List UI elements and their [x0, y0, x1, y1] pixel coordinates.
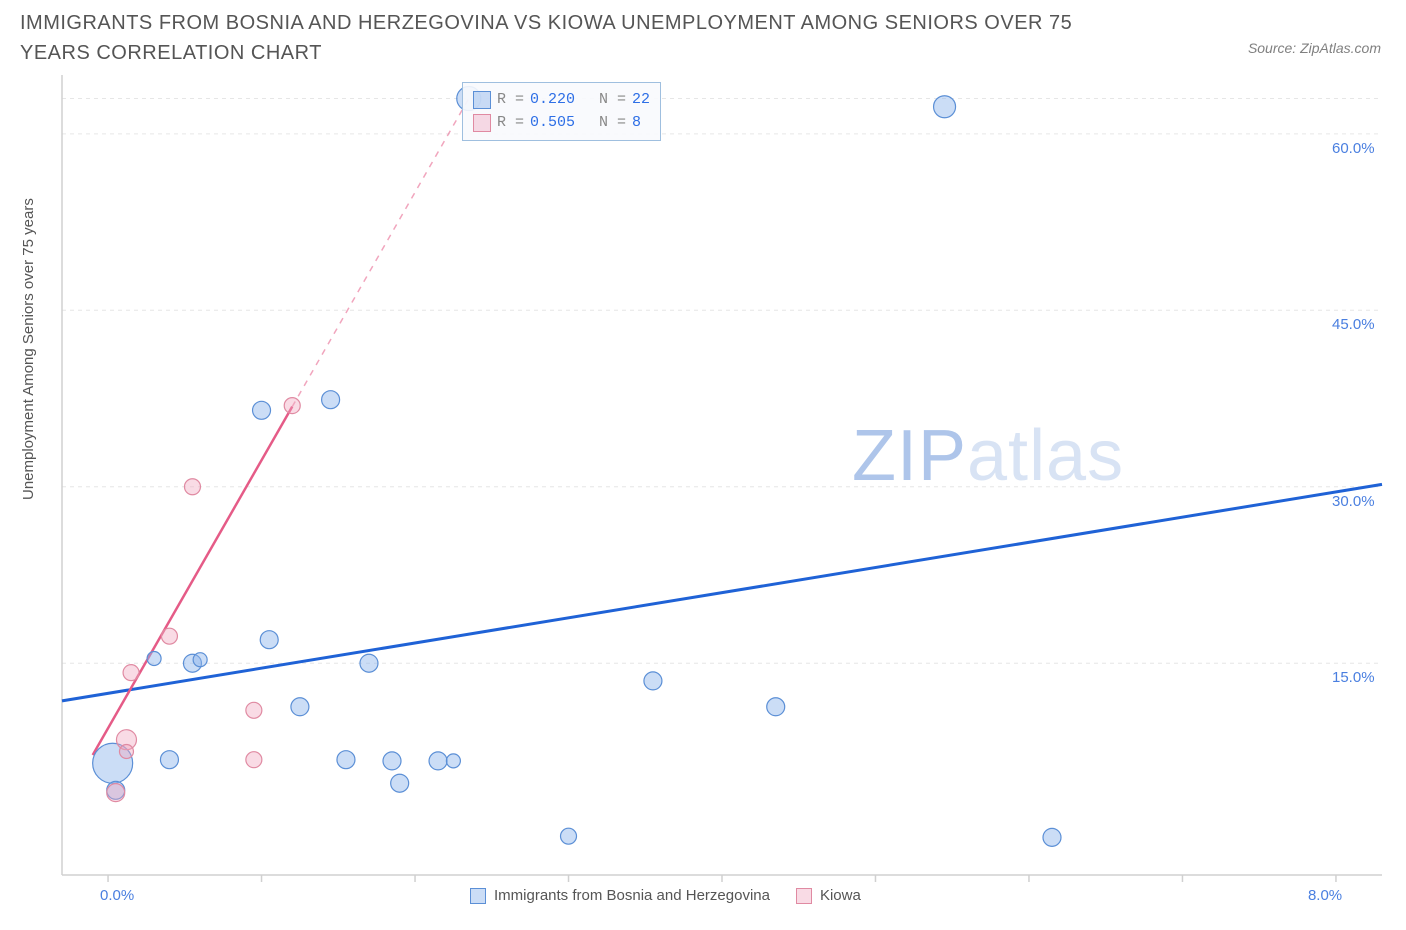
- legend-r-label: R =: [497, 89, 524, 112]
- legend-r-value: 0.505: [530, 112, 575, 135]
- legend-swatch: [470, 888, 486, 904]
- chart-title: IMMIGRANTS FROM BOSNIA AND HERZEGOVINA V…: [20, 8, 1120, 68]
- legend-swatch: [796, 888, 812, 904]
- source-attribution: Source: ZipAtlas.com: [1248, 40, 1381, 56]
- stats-legend-row: R = 0.220 N = 22: [473, 89, 650, 112]
- legend-swatch: [473, 114, 491, 132]
- x-tick-label: 8.0%: [1308, 887, 1342, 904]
- scatter-plot-svg: [62, 75, 1382, 875]
- y-tick-label: 45.0%: [1332, 316, 1375, 333]
- y-tick-label: 30.0%: [1332, 493, 1375, 510]
- stats-legend-row: R = 0.505 N = 8: [473, 112, 650, 135]
- legend-n-label: N =: [581, 89, 626, 112]
- plot-area: ZIPatlas: [62, 75, 1382, 875]
- y-tick-label: 15.0%: [1332, 669, 1375, 686]
- legend-series-label: Kiowa: [820, 887, 861, 904]
- legend-n-value: 22: [632, 89, 650, 112]
- y-tick-label: 60.0%: [1332, 140, 1375, 157]
- y-axis-label: Unemployment Among Seniors over 75 years: [20, 198, 37, 500]
- legend-r-value: 0.220: [530, 89, 575, 112]
- legend-series-label: Immigrants from Bosnia and Herzegovina: [494, 887, 770, 904]
- stats-legend: R = 0.220 N = 22R = 0.505 N = 8: [462, 82, 661, 141]
- chart-container: IMMIGRANTS FROM BOSNIA AND HERZEGOVINA V…: [0, 0, 1406, 930]
- x-tick-label: 0.0%: [100, 887, 134, 904]
- legend-r-label: R =: [497, 112, 524, 135]
- series-legend: Immigrants from Bosnia and Herzegovina Ki…: [470, 887, 879, 904]
- legend-n-label: N =: [581, 112, 626, 135]
- legend-n-value: 8: [632, 112, 641, 135]
- legend-swatch: [473, 91, 491, 109]
